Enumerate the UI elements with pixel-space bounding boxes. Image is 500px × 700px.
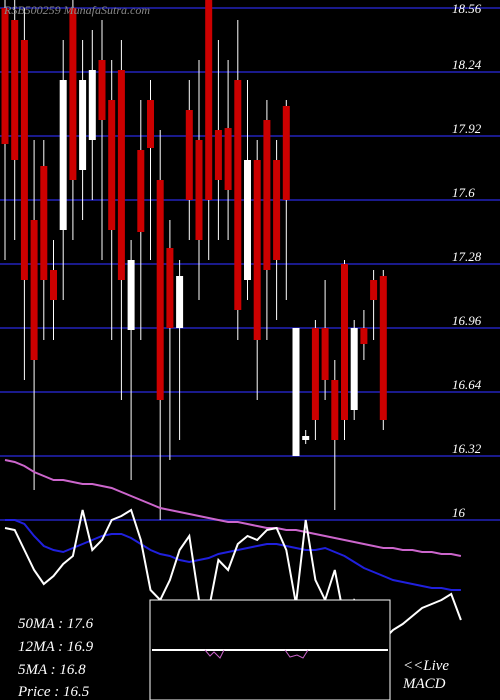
candle-body	[117, 70, 125, 280]
candle-body	[40, 166, 48, 280]
candle-body	[379, 276, 387, 420]
y-tick-label: 17.92	[452, 121, 482, 136]
y-tick-label: 16.64	[452, 377, 482, 392]
y-tick-label: 16	[452, 505, 466, 520]
candle-body	[311, 328, 319, 420]
candle-body	[50, 270, 57, 300]
candle-body	[350, 328, 358, 410]
ma-line	[5, 519, 461, 591]
candle-body	[244, 160, 251, 280]
candle-body	[137, 150, 145, 232]
candle-body	[88, 70, 96, 140]
candle-body	[360, 328, 368, 344]
y-tick-label: 17.28	[452, 249, 482, 264]
candle-body	[20, 40, 28, 280]
candle-body	[321, 328, 329, 380]
candle-body	[214, 130, 222, 180]
candle-body	[263, 120, 271, 270]
macd-histogram	[204, 649, 309, 659]
y-tick-label: 16.32	[452, 441, 482, 456]
candle-body	[79, 80, 87, 170]
ma-line	[4, 459, 462, 557]
candle-body	[176, 276, 184, 328]
candle-body	[127, 260, 135, 330]
candle-body	[331, 380, 339, 440]
candle-body	[195, 140, 203, 240]
candle-body	[370, 280, 378, 300]
candle-body	[11, 20, 19, 160]
candle-body	[147, 100, 154, 148]
info-line: Price : 16.5	[17, 684, 90, 700]
candle-body	[166, 248, 174, 328]
info-line: 12MA : 16.9	[18, 639, 94, 655]
candle-body	[1, 8, 9, 144]
candle-body	[253, 160, 261, 340]
y-tick-label: 16.96	[452, 313, 482, 328]
candle-body	[282, 106, 290, 200]
info-line: 50MA : 17.6	[18, 616, 94, 632]
candle-body	[69, 8, 77, 180]
candle-body	[205, 0, 213, 200]
candle-body	[292, 328, 300, 456]
candle-body	[156, 180, 164, 400]
candle-body	[59, 80, 67, 230]
candle-body	[30, 220, 38, 360]
y-tick-label: 18.24	[452, 57, 482, 72]
candle-body	[108, 100, 116, 230]
candle-body	[273, 160, 281, 260]
candle-body	[98, 60, 106, 120]
candle-body	[302, 436, 310, 440]
macd-label: MACD	[402, 676, 446, 692]
watermark: RSB500259 MunafaSutra.com	[3, 3, 150, 17]
candle-body	[234, 80, 242, 310]
y-tick-label: 18.56	[452, 1, 482, 16]
y-tick-label: 17.6	[452, 185, 475, 200]
candle-body	[185, 110, 193, 200]
candle-body	[341, 264, 348, 420]
info-line: 5MA : 16.8	[18, 662, 86, 678]
macd-label: <<Live	[403, 658, 449, 674]
candle-body	[224, 128, 232, 190]
